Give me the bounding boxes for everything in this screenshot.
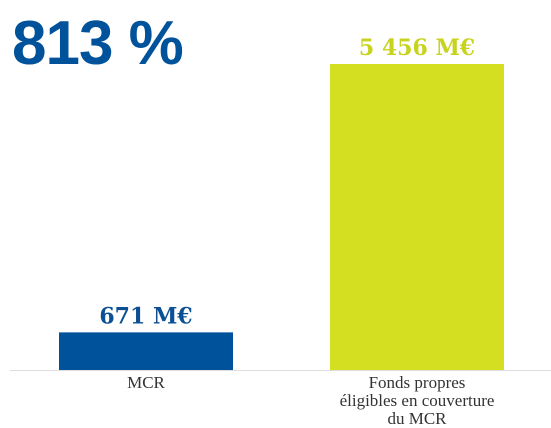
bar: [59, 332, 233, 370]
x-tick-label: MCR: [127, 373, 165, 392]
value-label: 5 456 M€: [359, 35, 475, 61]
x-tick-label: Fonds propres éligibles en couverture du…: [339, 373, 495, 428]
value-label: 671 M€: [99, 303, 192, 329]
bar: [330, 64, 504, 370]
headline: 813 %: [12, 9, 183, 78]
